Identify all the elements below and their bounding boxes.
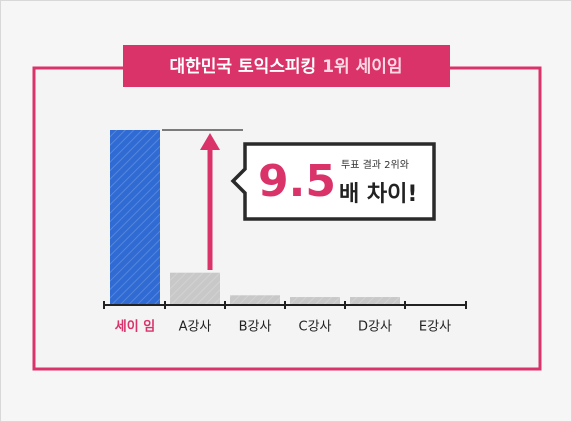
bar-hatch <box>170 272 220 304</box>
bar-hatch <box>290 297 340 304</box>
title-highlight: 1위 세이임 <box>322 56 402 77</box>
title-banner <box>123 45 450 87</box>
callout-note: 투표 결과 2위와 <box>341 158 409 171</box>
bar-hatch <box>350 297 400 304</box>
callout-text: 배 차이! <box>339 182 417 207</box>
callout <box>230 142 436 221</box>
axis-ticks <box>103 301 467 309</box>
x-tick-label: E강사 <box>419 320 451 335</box>
x-tick-label: D강사 <box>358 320 392 335</box>
plot: 세이 임 A강사 B강사 C강사 D강사 E강사 <box>110 130 451 335</box>
ratio: 9.5 <box>258 156 336 207</box>
title-main: 대한민국 토익스피킹 <box>170 57 317 77</box>
x-tick-label: A강사 <box>179 320 212 335</box>
bar-hatch <box>110 130 160 304</box>
x-tick-label: 세이 임 <box>115 319 155 335</box>
bar-hatch <box>230 295 280 304</box>
title: 대한민국 토익스피킹 1위 세이임 <box>170 56 403 77</box>
arrow-head <box>200 133 220 150</box>
x-tick-label: B강사 <box>239 320 272 335</box>
x-tick-label: C강사 <box>299 320 332 335</box>
